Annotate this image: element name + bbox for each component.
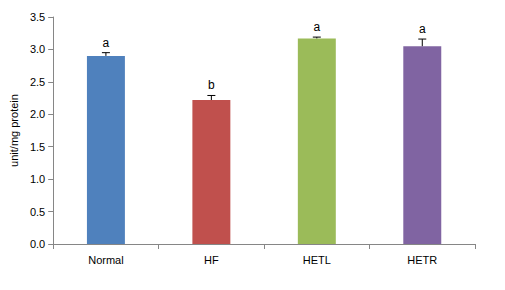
svg-text:HETL: HETL bbox=[303, 254, 331, 266]
svg-text:Normal: Normal bbox=[88, 254, 123, 266]
svg-text:2.0: 2.0 bbox=[30, 108, 45, 120]
svg-text:3.5: 3.5 bbox=[30, 11, 45, 23]
svg-text:HETR: HETR bbox=[407, 254, 437, 266]
svg-text:0.5: 0.5 bbox=[30, 206, 45, 218]
svg-text:a: a bbox=[103, 36, 110, 50]
svg-text:unit/mg protein: unit/mg protein bbox=[8, 94, 20, 167]
svg-text:a: a bbox=[313, 20, 320, 34]
svg-text:a: a bbox=[419, 22, 426, 36]
svg-text:0.0: 0.0 bbox=[30, 238, 45, 250]
svg-text:1.0: 1.0 bbox=[30, 173, 45, 185]
svg-text:1.5: 1.5 bbox=[30, 141, 45, 153]
svg-text:b: b bbox=[208, 78, 215, 92]
svg-text:HF: HF bbox=[204, 254, 219, 266]
svg-text:2.5: 2.5 bbox=[30, 76, 45, 88]
svg-text:3.0: 3.0 bbox=[30, 43, 45, 55]
